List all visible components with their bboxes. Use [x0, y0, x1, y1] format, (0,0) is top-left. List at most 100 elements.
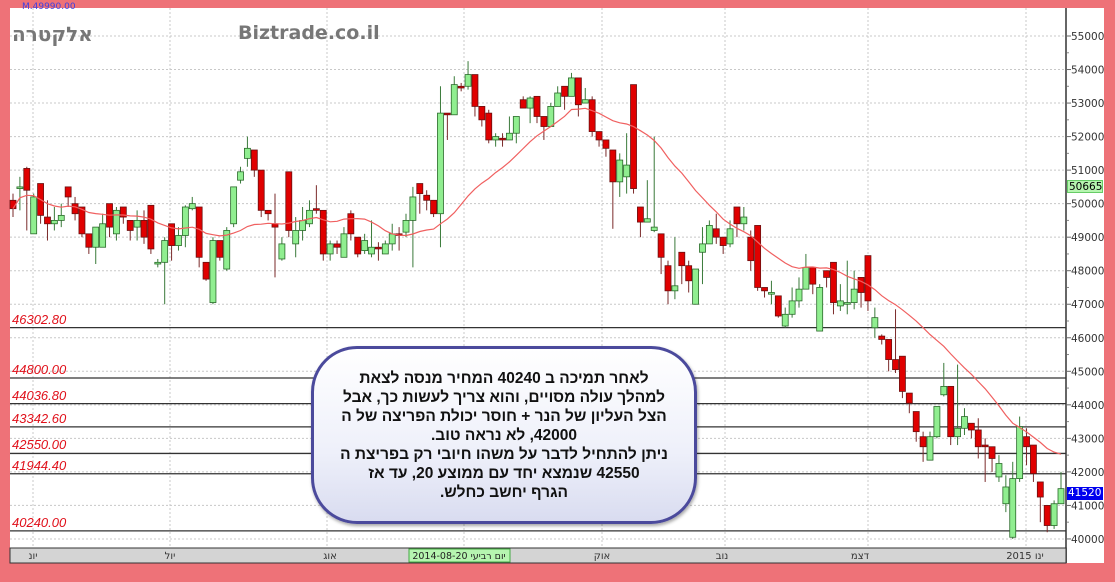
candle-down [609, 149, 617, 183]
level-label: 41944.40 [12, 457, 67, 473]
candle-up [50, 220, 58, 225]
candle-up [768, 292, 775, 295]
y-tick-label: 53000 [1071, 98, 1104, 110]
candle-up [244, 147, 251, 159]
candle-down [519, 99, 527, 109]
ma-value-tag: 50665 [1067, 180, 1103, 193]
candle-down [678, 251, 686, 267]
candle-up [547, 106, 555, 127]
level-label: 46302.80 [12, 311, 67, 327]
candle-up [836, 300, 844, 307]
candle-up [699, 243, 706, 253]
candle-down [561, 85, 568, 97]
y-tick-label: 44000 [1071, 400, 1104, 412]
candle-down [533, 95, 541, 117]
candle-up [692, 268, 699, 305]
x-tick-label: ינו 2015 [1006, 551, 1044, 562]
candle-up [450, 84, 458, 116]
candle-down [878, 335, 886, 340]
candle-down [126, 220, 134, 231]
candle-up [92, 226, 100, 248]
candle-down [312, 208, 320, 211]
candle-up [388, 233, 396, 245]
candle-down [761, 287, 768, 292]
candle-down [823, 270, 830, 278]
note-line: הצל העליון של הנר + חוסר יכולת הפריצה של… [341, 407, 667, 425]
candle-down [430, 199, 437, 215]
candle-up [133, 220, 141, 228]
candle-down [85, 233, 93, 248]
candle-up [650, 226, 658, 231]
candle-down [23, 168, 31, 191]
candle-up [788, 300, 796, 315]
y-tick-label: 42000 [1071, 467, 1104, 479]
candle-up [326, 243, 334, 255]
candle-down [499, 137, 506, 141]
candle-up [368, 246, 375, 255]
candle-up [340, 233, 348, 258]
watermark: Biztrade.co.il [238, 22, 380, 44]
candle-up [705, 225, 713, 245]
note-line: לאחר תמיכה ב 40240 המחיר מנסה לצאת [359, 369, 649, 387]
candle-up [926, 436, 934, 461]
candle-down [574, 77, 582, 106]
candle-up [802, 266, 810, 290]
candle-down [974, 429, 982, 448]
candle-up [16, 186, 24, 189]
candle-up [237, 171, 244, 181]
candle-down [1030, 444, 1037, 474]
y-tick-label: 54000 [1071, 65, 1104, 77]
candle-up [230, 186, 238, 225]
candle-up [1009, 478, 1017, 538]
candle-down [195, 206, 203, 258]
moving-average-line [12, 107, 1062, 455]
candle-down [981, 444, 989, 448]
candle-up [292, 230, 300, 245]
candle-down [588, 99, 596, 132]
candle-down [1023, 436, 1030, 448]
candle-up [954, 427, 961, 438]
y-tick-label: 48000 [1071, 266, 1104, 278]
x-tick-label: אוג [323, 551, 337, 562]
candle-up [188, 203, 196, 210]
candle-up [113, 209, 120, 235]
x-tick-label: דצמ [851, 551, 870, 562]
x-tick-label: יונ [29, 551, 38, 562]
candle-up [623, 164, 631, 178]
candle-down [637, 206, 644, 223]
candle-down [719, 236, 727, 246]
candle-down [664, 265, 672, 292]
candle-down [478, 106, 486, 121]
candle-up [616, 159, 624, 183]
note-line: ניתן להתחיל לדבר על משהו חיובי רק בפריצת… [340, 445, 668, 463]
candle-down [712, 228, 720, 238]
x-tick-label: יול [165, 551, 176, 562]
y-tick-label: 46000 [1071, 333, 1104, 345]
candle-down [319, 209, 327, 255]
candle-down [774, 295, 782, 317]
candle-up [1050, 503, 1058, 526]
candle-down [540, 116, 548, 127]
candle-down [257, 169, 265, 211]
candle-up [933, 406, 941, 438]
candle-down [471, 74, 479, 107]
candle-down [423, 194, 431, 201]
candle-down [947, 385, 955, 438]
y-tick-label: 41000 [1071, 500, 1104, 512]
candle-up [816, 287, 824, 332]
candle-up [223, 230, 231, 270]
candle-down [864, 255, 872, 302]
candle-up [409, 196, 417, 221]
candle-down [1036, 481, 1044, 498]
candle-down [919, 436, 927, 448]
x-axis [9, 547, 1067, 564]
candle-down [416, 183, 424, 194]
candle-down [485, 112, 493, 141]
candle-down [857, 277, 865, 293]
candle-up [740, 216, 748, 225]
candle-down [685, 265, 693, 282]
candle-up [299, 220, 306, 231]
candle-down [347, 213, 355, 235]
candle-up [437, 112, 444, 215]
